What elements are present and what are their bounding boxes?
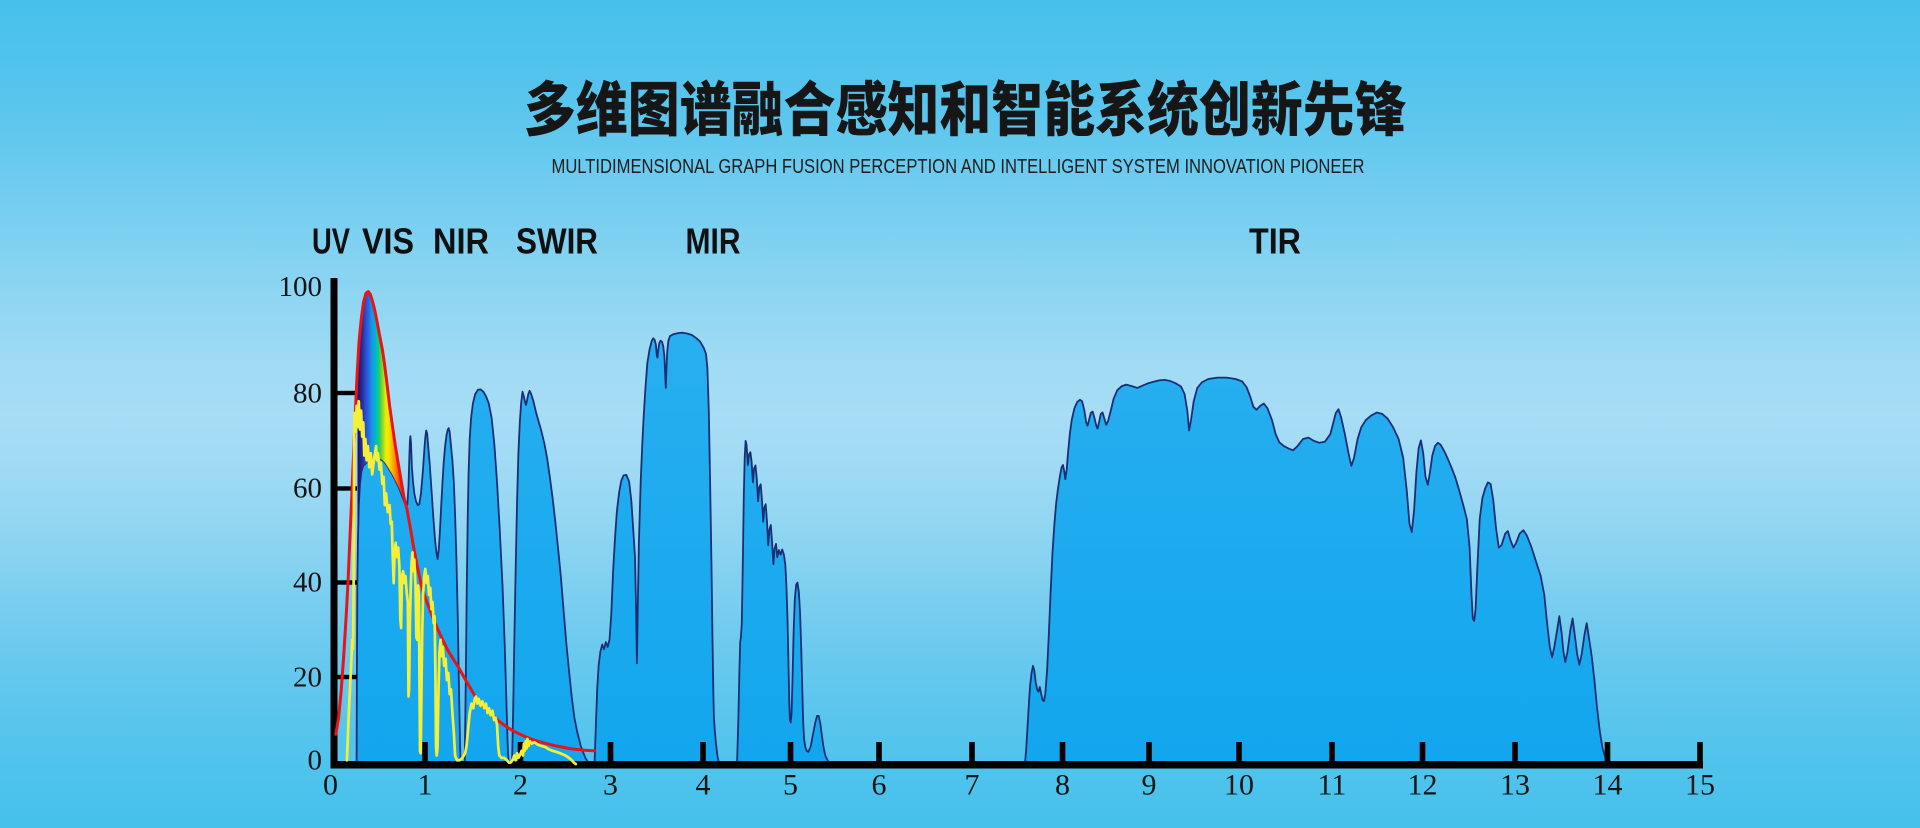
svg-text:VIS: VIS [362, 221, 414, 262]
svg-text:SWIR: SWIR [516, 221, 598, 262]
svg-text:10: 10 [1224, 769, 1254, 802]
svg-text:20: 20 [293, 662, 322, 694]
svg-text:NIR: NIR [433, 221, 489, 262]
svg-text:5: 5 [783, 769, 798, 802]
svg-text:1: 1 [418, 769, 433, 802]
svg-text:3: 3 [603, 769, 618, 802]
svg-text:2: 2 [513, 769, 528, 802]
svg-text:0: 0 [323, 769, 338, 802]
svg-text:MULTIDIMENSIONAL GRAPH FUSION: MULTIDIMENSIONAL GRAPH FUSION PERCEPTION… [552, 156, 1365, 178]
svg-text:15: 15 [1685, 769, 1715, 802]
svg-text:60: 60 [293, 473, 322, 505]
svg-text:80: 80 [293, 378, 322, 410]
svg-text:100: 100 [279, 271, 323, 303]
svg-text:7: 7 [965, 769, 980, 802]
svg-text:11: 11 [1318, 769, 1347, 802]
svg-text:40: 40 [293, 567, 322, 599]
svg-text:TIR: TIR [1249, 221, 1301, 262]
svg-text:MIR: MIR [686, 221, 741, 262]
svg-text:6: 6 [872, 769, 887, 802]
svg-text:UV: UV [312, 221, 350, 262]
svg-text:9: 9 [1142, 769, 1157, 802]
svg-text:13: 13 [1500, 769, 1530, 802]
svg-text:8: 8 [1055, 769, 1070, 802]
svg-text:4: 4 [696, 769, 711, 802]
svg-text:0: 0 [308, 745, 323, 777]
svg-text:14: 14 [1593, 769, 1623, 802]
svg-text:12: 12 [1408, 769, 1438, 802]
